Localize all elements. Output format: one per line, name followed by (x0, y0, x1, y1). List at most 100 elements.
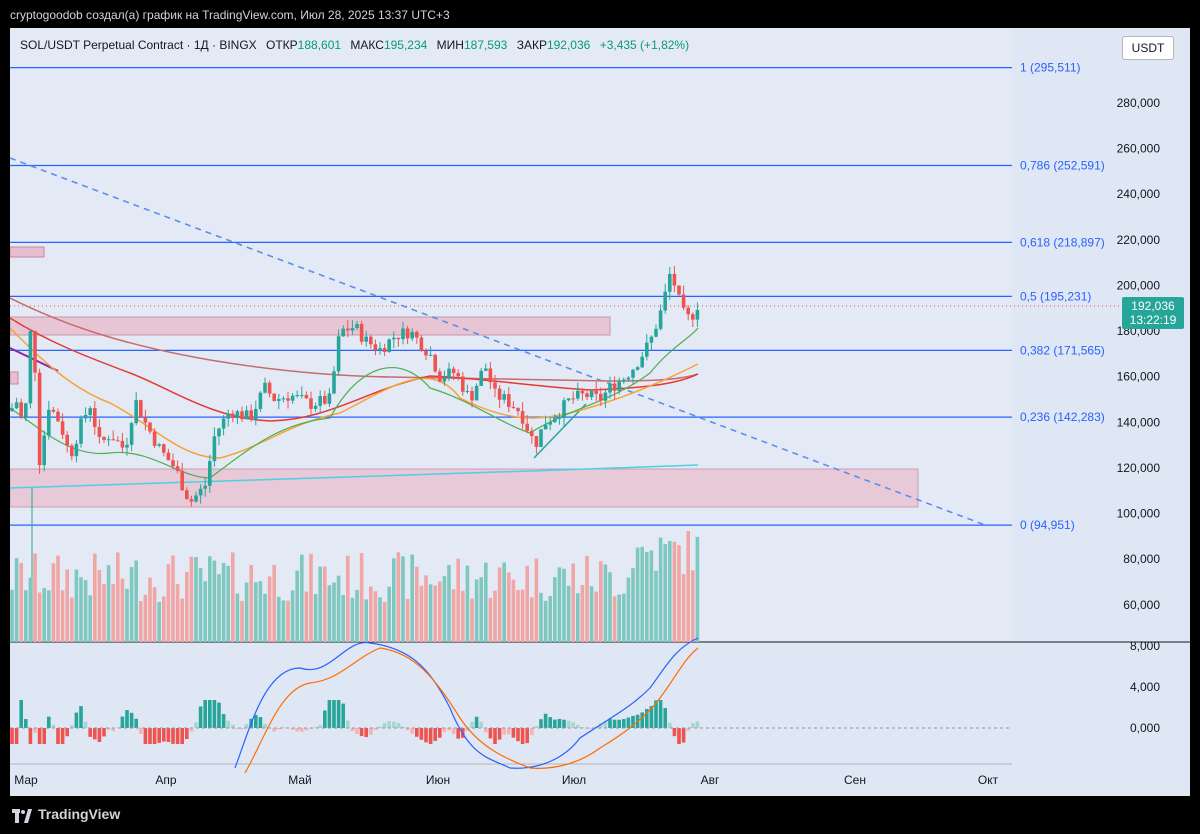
candle-body (198, 488, 203, 496)
macd-histogram-bar (681, 728, 686, 743)
volume-bar (507, 572, 511, 642)
volume-bar (56, 555, 60, 642)
macd-histogram-bar (603, 721, 608, 728)
volume-bar (134, 560, 138, 642)
candle-body (281, 398, 286, 400)
macd-line (234, 637, 699, 769)
volume-bar (534, 558, 539, 642)
candle-body (672, 273, 677, 286)
candle-body (571, 398, 575, 400)
macd-histogram-bar (548, 717, 552, 728)
macd-histogram-bar (520, 728, 525, 744)
high-label: МАКС (350, 38, 384, 52)
macd-histogram-bar (530, 728, 534, 736)
macd-histogram-bar (645, 708, 649, 728)
volume-bar (28, 577, 33, 642)
candle-body (654, 328, 658, 337)
last-price-badge: 192,036 13:22:19 (10, 297, 1184, 329)
macd-histogram-bar (102, 728, 106, 737)
price-tick: 260,000 (1117, 142, 1161, 156)
volume-bar (180, 598, 184, 642)
macd-histogram-bar (424, 728, 428, 743)
currency-button[interactable]: USDT (1122, 36, 1174, 60)
macd-histogram-bar (79, 706, 83, 728)
macd-histogram-bar (185, 728, 189, 740)
candle-body (428, 354, 433, 356)
candle-body (603, 392, 608, 401)
macd-histogram-bar (125, 710, 129, 728)
macd-histogram-bar (327, 700, 332, 728)
candle-body (663, 291, 667, 311)
candle-body (520, 411, 525, 424)
macd-histogram-bar (428, 728, 433, 744)
macd-histogram-bar (695, 721, 700, 728)
ohlc-legend: SOL/USDT Perpetual Contract · 1Д · BINGX… (20, 38, 689, 52)
symbol-name[interactable]: SOL/USDT Perpetual Contract · 1Д · BINGX (20, 38, 257, 52)
volume-bar (125, 588, 129, 642)
candle-body (580, 390, 585, 394)
candle-body (525, 423, 529, 431)
macd-histogram-bar (631, 715, 635, 728)
price-tick: 140,000 (1117, 415, 1161, 429)
volume-bar (97, 569, 102, 642)
chart-svg[interactable]: 280,000260,000240,000220,000200,000180,0… (10, 28, 1190, 796)
macd-histogram-bar (672, 728, 677, 737)
volume-bar (102, 584, 106, 642)
macd-histogram-bar (484, 728, 488, 733)
volume-bar (65, 569, 69, 642)
candle-body (493, 382, 497, 389)
volume-bar (382, 601, 387, 642)
macd-histogram-bar (474, 716, 479, 728)
fib-levels (10, 67, 1012, 526)
macd-histogram-bar (447, 728, 451, 731)
price-tick: 240,000 (1117, 187, 1161, 201)
macd-histogram-bar (507, 728, 511, 735)
volume-bar (313, 594, 318, 642)
volume-bar (608, 572, 612, 642)
candle-body (304, 395, 309, 399)
volume-bar (594, 591, 598, 642)
macd-histogram-bar (226, 720, 230, 728)
macd-histogram-bar (148, 728, 152, 744)
volume-bar (189, 556, 194, 642)
macd-histogram-bar (649, 706, 654, 728)
macd-histogram-bar (254, 714, 258, 728)
macd-axis: 8,000 4,000 0,000 (1130, 639, 1160, 735)
candle-body (231, 413, 235, 419)
volume-bar (658, 537, 663, 642)
candle-body (635, 367, 640, 370)
resistance-zone (10, 316, 611, 336)
volume-bar (281, 600, 286, 642)
volume-bar (603, 564, 608, 642)
macd-histogram-bar (336, 700, 341, 728)
volume-bar (548, 596, 552, 642)
macd-histogram-bar (543, 713, 548, 728)
candle-body (79, 418, 83, 444)
rising-trendline (533, 403, 587, 459)
ma-cyan (10, 464, 699, 489)
ma-200 (10, 297, 699, 382)
macd-histogram-bar (658, 700, 663, 728)
macd-histogram-bar (410, 728, 414, 734)
candle-body (221, 418, 226, 429)
chart-area[interactable]: 280,000 260,000 240,000 220,000 200,000 180,0… (10, 28, 1190, 796)
macd-histogram-bar (382, 723, 387, 728)
volume-bar (571, 563, 575, 642)
candle-body (410, 331, 414, 339)
macd-histogram-bar (341, 703, 345, 728)
candle-body (599, 393, 603, 401)
volume-bar (111, 584, 115, 642)
volume-bar (226, 565, 230, 642)
macd-histogram-bar (120, 716, 125, 728)
volume-bar (79, 577, 83, 642)
volume-bar (553, 577, 557, 642)
volume-bar (589, 586, 594, 642)
candle-body (424, 350, 428, 356)
macd-histogram-bar (208, 700, 212, 728)
volume-bar (497, 567, 502, 642)
macd-histogram-bar (263, 723, 267, 728)
macd-histogram-bar (277, 728, 281, 730)
candle-body (548, 422, 552, 425)
candle-body (691, 314, 695, 320)
candle-body (465, 390, 470, 392)
